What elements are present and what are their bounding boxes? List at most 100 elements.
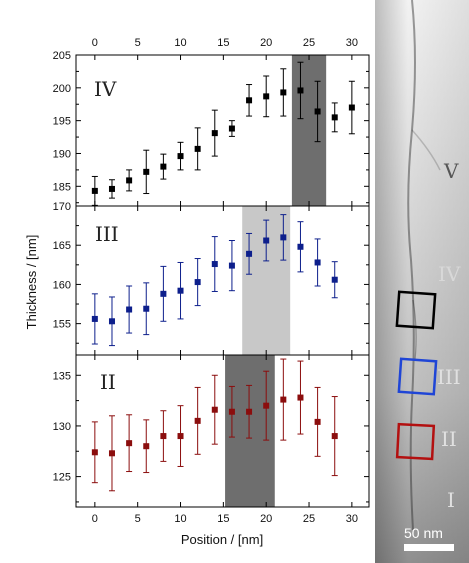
data-point-iii <box>160 290 167 297</box>
data-point-ii <box>126 440 133 447</box>
data-point-iv <box>280 89 287 96</box>
y-tick-label-iii: 160 <box>53 279 71 291</box>
data-point-ii <box>263 402 270 409</box>
data-point-ii <box>91 449 98 456</box>
data-point-iii <box>143 305 150 312</box>
data-point-iv <box>297 87 304 94</box>
data-point-iii <box>280 234 287 241</box>
data-point-iii <box>246 250 253 257</box>
y-tick-label-ii: 125 <box>53 472 71 484</box>
panel-frame-ii <box>75 354 370 508</box>
tick-labels: 185 190 195 200 205 155 160 165 170 125 130 135 0 0 5 5… <box>53 37 358 525</box>
box-ii <box>395 422 436 461</box>
data-point-ii <box>177 433 184 440</box>
data-point-iii <box>263 237 270 244</box>
region-label-iii: III <box>437 365 461 389</box>
data-point-iii <box>297 243 304 250</box>
scale-bar <box>404 544 454 551</box>
data-point-iv <box>228 125 235 132</box>
data-point-ii <box>143 443 150 450</box>
data-point-iv <box>126 177 133 184</box>
x-tick-label-bottom: 10 <box>174 513 186 525</box>
highlight-band-iv <box>291 55 327 206</box>
scale-bar-label: 50 nm <box>404 525 443 541</box>
y-tick-label-iv: 190 <box>53 148 71 160</box>
data-point-iv <box>246 97 253 104</box>
y-tick-label-ii: 130 <box>53 421 71 433</box>
data-point-iv <box>160 163 167 170</box>
data-point-ii <box>297 394 304 401</box>
tick-marks <box>76 54 369 507</box>
highlight-bands <box>225 55 327 507</box>
data-point-ii <box>108 450 115 457</box>
data-point-iv <box>348 104 355 111</box>
y-tick-label-iii: 165 <box>53 240 71 252</box>
y-tick-label-iv: 195 <box>53 116 71 128</box>
x-axis-title: Position / [nm] <box>181 532 263 547</box>
data-point-iv <box>314 108 321 115</box>
x-tick-label-bottom: 0 <box>92 513 98 525</box>
micrograph-crack-branch <box>411 129 441 171</box>
data-point-iv <box>108 185 115 192</box>
y-axis-title: Thickness / [nm] <box>24 235 39 330</box>
box-iii <box>397 357 438 396</box>
data-point-ii <box>246 408 253 415</box>
panel-frame-iii <box>75 205 370 356</box>
box-iv <box>395 290 437 330</box>
data-point-ii <box>228 408 235 415</box>
x-tick-label-bottom: 15 <box>217 513 229 525</box>
region-label-ii: II <box>441 427 457 451</box>
micrograph-shading <box>375 0 469 563</box>
panel-label-iii: III <box>95 222 119 246</box>
data-point-iii <box>126 306 133 313</box>
data-point-iv <box>91 187 98 194</box>
data-point-ii <box>211 406 218 413</box>
micrograph-crack <box>407 0 416 531</box>
data-point-iv <box>194 145 201 152</box>
x-tick-label-top: 30 <box>346 37 358 49</box>
x-tick-label-bottom: 20 <box>260 513 272 525</box>
highlight-band-ii <box>225 355 275 507</box>
y-tick-label-iv: 205 <box>53 50 71 62</box>
x-tick-label-top: 0 <box>92 37 98 49</box>
data-point-iv <box>211 130 218 137</box>
y-tick-label-iii: 155 <box>53 319 71 331</box>
x-tick-label-bottom: 25 <box>303 513 315 525</box>
data-point-iii <box>331 276 338 283</box>
data-point-iii <box>91 315 98 322</box>
y-tick-label-iii: 170 <box>53 201 71 213</box>
region-label-v: V <box>443 159 459 183</box>
data-point-iv <box>331 114 338 121</box>
data-point-iii <box>108 318 115 325</box>
x-tick-label-top: 5 <box>135 37 141 49</box>
x-tick-label-top: 10 <box>174 37 186 49</box>
panel-label-ii: II <box>100 370 116 394</box>
y-tick-label-iv: 185 <box>53 181 71 193</box>
panel-label-iv: IV <box>94 77 117 101</box>
data-point-iii <box>228 262 235 269</box>
data-point-iv <box>143 168 150 175</box>
data-point-iv <box>177 153 184 160</box>
data-point-ii <box>314 418 321 425</box>
y-tick-label-ii: 135 <box>53 370 71 382</box>
x-tick-label-top: 20 <box>260 37 272 49</box>
data-layer <box>91 61 355 492</box>
x-tick-label-top: 15 <box>217 37 229 49</box>
data-point-iv <box>263 93 270 100</box>
data-point-ii <box>160 433 167 440</box>
data-point-ii <box>194 417 201 424</box>
x-tick-label-bottom: 5 <box>135 513 141 525</box>
micrograph-panel: V IV III II I 50 nm <box>375 0 469 563</box>
panel-frames <box>75 54 370 508</box>
region-label-iv: IV <box>438 262 461 286</box>
data-point-iii <box>314 259 321 266</box>
data-point-iii <box>177 287 184 294</box>
data-point-ii <box>280 396 287 403</box>
region-label-i: I <box>447 488 455 512</box>
x-tick-label-top: 25 <box>303 37 315 49</box>
micrograph-crack-fine <box>412 299 417 361</box>
y-tick-label-iv: 200 <box>53 83 71 95</box>
data-point-ii <box>331 433 338 440</box>
data-point-iii <box>211 261 218 268</box>
